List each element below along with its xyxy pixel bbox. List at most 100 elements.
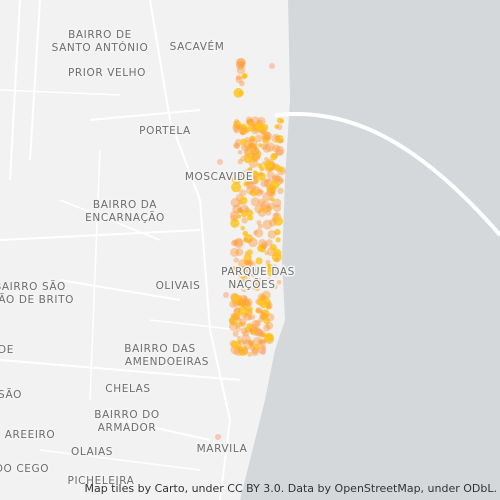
heat-point	[230, 248, 239, 257]
heat-point	[257, 339, 263, 345]
heat-point	[261, 143, 267, 150]
heat-point	[233, 120, 242, 129]
heat-point	[255, 328, 264, 337]
heat-point	[249, 328, 254, 333]
heat-point	[265, 321, 274, 330]
heat-point	[233, 119, 239, 124]
heat-point	[231, 182, 242, 193]
heat-point	[272, 144, 281, 153]
heat-point	[252, 336, 263, 347]
heat-point	[269, 63, 275, 69]
heat-point	[232, 175, 242, 185]
heat-point	[247, 118, 255, 126]
place-label: SACAVÉM	[170, 40, 225, 53]
heat-point	[238, 339, 245, 346]
heat-point	[240, 138, 248, 146]
heat-point	[237, 317, 242, 322]
heat-point	[246, 209, 254, 217]
heat-point	[232, 123, 241, 132]
heat-point	[255, 122, 261, 128]
heat-point	[236, 65, 246, 75]
heat-point	[273, 204, 282, 213]
heat-point	[260, 179, 269, 188]
attribution: Map tiles by Carto, under CC BY 3.0. Dat…	[84, 482, 497, 495]
place-label: PORTELA	[139, 125, 191, 137]
heat-point	[231, 340, 239, 349]
heat-point	[251, 349, 259, 357]
heat-point	[253, 327, 263, 337]
place-label: BAIRRO DA ENCARNAÇÃO	[85, 199, 165, 224]
place-label: DO CEGO	[0, 463, 49, 475]
heat-point	[242, 230, 249, 237]
heat-point	[238, 279, 248, 289]
heat-point	[247, 351, 253, 357]
river	[240, 0, 500, 500]
heat-point	[238, 172, 244, 178]
place-label: OLIVAIS	[156, 280, 201, 292]
heat-point	[250, 314, 256, 320]
heat-point	[274, 145, 285, 156]
roads	[0, 0, 241, 500]
heat-point	[235, 74, 242, 81]
heat-point	[235, 326, 241, 332]
heat-point	[256, 220, 262, 225]
heat-point	[245, 259, 253, 267]
heat-point	[240, 327, 248, 335]
heat-point	[269, 218, 277, 227]
heat-point	[231, 294, 241, 303]
place-label: OLAIAS	[71, 446, 113, 458]
place-label: BAIRRO DE SANTO ANTÓNIO	[52, 29, 149, 54]
heat-point	[242, 295, 248, 300]
heat-point	[269, 244, 277, 251]
heat-point	[254, 178, 260, 183]
heat-point	[238, 305, 248, 316]
heat-point	[242, 282, 248, 288]
heat-point	[260, 300, 268, 309]
heat-point	[266, 171, 275, 179]
place-label: AREEIRO	[5, 429, 56, 441]
heat-point	[265, 179, 271, 184]
heat-point	[239, 80, 245, 87]
heat-point	[248, 268, 255, 275]
heat-point	[260, 332, 266, 338]
heat-point	[262, 219, 273, 230]
heat-point	[237, 150, 243, 155]
heat-point	[272, 248, 282, 258]
heat-point	[246, 249, 253, 256]
heat-point	[257, 198, 266, 207]
heat-layer	[215, 58, 286, 440]
heat-point	[255, 307, 263, 314]
place-label: BAIRRO DAS AMENDOEIRAS	[124, 343, 209, 368]
heat-point	[242, 347, 249, 354]
heat-point	[275, 237, 281, 243]
heat-point	[260, 344, 267, 351]
heat-point	[232, 239, 239, 246]
heat-point	[248, 339, 255, 346]
heat-point	[260, 309, 270, 318]
heat-point	[234, 138, 242, 146]
heat-point	[263, 131, 273, 141]
heat-point	[239, 318, 247, 326]
heat-point	[247, 142, 258, 153]
heat-point	[239, 196, 248, 205]
heat-point	[237, 207, 243, 213]
heat-point	[263, 324, 271, 332]
heat-point	[241, 73, 247, 80]
heat-point	[267, 186, 272, 191]
heat-point	[246, 186, 254, 195]
heat-point	[244, 168, 254, 178]
heat-point	[259, 311, 268, 320]
heat-point	[259, 309, 264, 314]
heat-point	[265, 264, 271, 270]
place-label: CHELAS	[105, 383, 150, 395]
heat-point	[279, 139, 284, 144]
heat-point	[247, 316, 253, 321]
heat-point	[233, 142, 240, 149]
heat-point	[232, 330, 239, 337]
heat-point	[238, 90, 244, 96]
heat-point	[243, 259, 249, 265]
heat-point	[249, 344, 256, 351]
heat-point	[258, 330, 266, 338]
heat-point	[244, 207, 250, 213]
labels: BAIRRO DE SANTO ANTÓNIO SACAVÉM PRIOR VEL…	[0, 28, 296, 489]
